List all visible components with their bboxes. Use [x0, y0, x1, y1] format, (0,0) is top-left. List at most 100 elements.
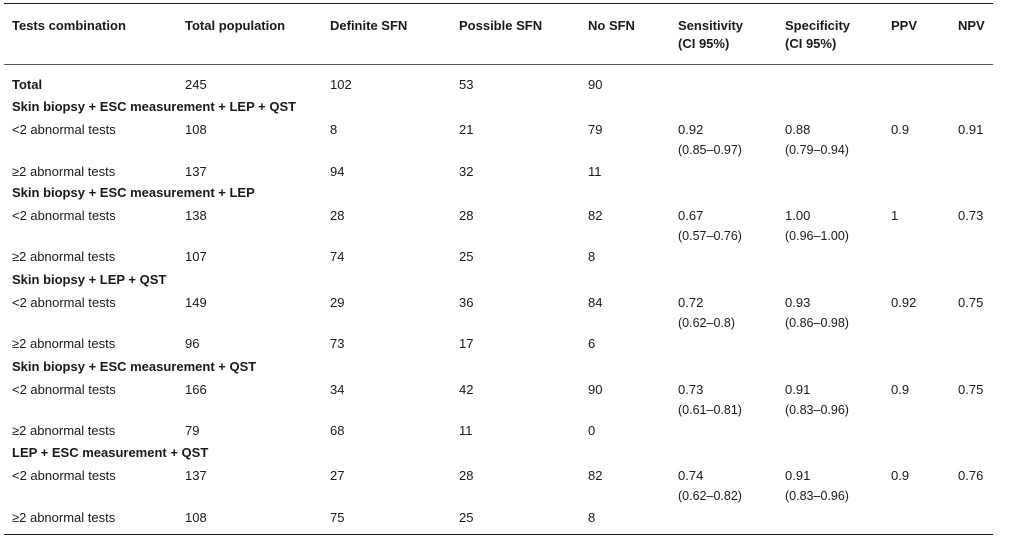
specificity-ci: (0.83–0.96) [785, 489, 849, 503]
cell-no: 79 [588, 122, 603, 137]
group-title: Skin biopsy + ESC measurement + QST [12, 359, 257, 374]
header-no-sfn: No SFN [588, 18, 635, 33]
cell-possible: 28 [459, 208, 474, 223]
cell-specificity: 0.91 (0.83–0.96) [785, 379, 849, 421]
cell-ppv: 0.9 [891, 468, 910, 483]
cell-sensitivity: 0.67 (0.57–0.76) [678, 205, 742, 247]
cell-possible: 25 [459, 249, 474, 264]
row-label-lt2: <2 abnormal tests [12, 382, 116, 397]
cell-possible: 11 [459, 423, 473, 438]
row-label-ge2: ≥2 abnormal tests [12, 336, 116, 351]
header-total-population: Total population [185, 18, 286, 33]
cell-no: 82 [588, 468, 603, 483]
cell-npv: 0.91 [958, 122, 984, 137]
total-label: Total [12, 77, 43, 92]
cell-ppv: 0.9 [891, 122, 910, 137]
group-title: Skin biopsy + ESC measurement + LEP + QS… [12, 99, 297, 114]
cell-npv: 0.75 [958, 382, 984, 397]
header-specificity-label: Specificity [785, 18, 851, 33]
cell-definite: 34 [330, 382, 345, 397]
cell-no: 0 [588, 423, 596, 438]
sensitivity-ci: (0.62–0.82) [678, 489, 742, 503]
total-population-value: 245 [185, 77, 207, 92]
header-ppv: PPV [891, 18, 918, 33]
cell-npv: 0.76 [958, 468, 984, 483]
cell-npv: 0.75 [958, 295, 984, 310]
header-specificity-ci: (CI 95%) [785, 36, 837, 51]
cell-no: 8 [588, 249, 596, 264]
header-divider [4, 64, 993, 65]
header-specificity: Specificity (CI 95%) [785, 17, 850, 53]
specificity-value: 0.88 [785, 122, 811, 137]
cell-no: 6 [588, 336, 596, 351]
cell-no: 11 [588, 164, 602, 179]
cell-definite: 28 [330, 208, 345, 223]
row-label-ge2: ≥2 abnormal tests [12, 164, 116, 179]
header-tests-combination: Tests combination [12, 18, 126, 33]
cell-definite: 73 [330, 336, 345, 351]
sensitivity-value: 0.92 [678, 122, 704, 137]
specificity-ci: (0.79–0.94) [785, 143, 849, 157]
specificity-ci: (0.96–1.00) [785, 229, 849, 243]
total-possible-value: 53 [459, 77, 474, 92]
cell-total: 96 [185, 336, 200, 351]
cell-no: 90 [588, 382, 603, 397]
cell-total: 108 [185, 510, 207, 525]
specificity-ci: (0.83–0.96) [785, 403, 849, 417]
sensitivity-value: 0.73 [678, 382, 704, 397]
cell-possible: 25 [459, 510, 474, 525]
specificity-value: 0.93 [785, 295, 811, 310]
cell-definite: 75 [330, 510, 345, 525]
cell-specificity: 0.91 (0.83–0.96) [785, 465, 849, 507]
header-sensitivity: Sensitivity (CI 95%) [678, 17, 743, 53]
sensitivity-ci: (0.61–0.81) [678, 403, 742, 417]
sensitivity-ci: (0.85–0.97) [678, 143, 742, 157]
cell-sensitivity: 0.74 (0.62–0.82) [678, 465, 742, 507]
cell-no: 8 [588, 510, 596, 525]
specificity-value: 0.91 [785, 382, 811, 397]
cell-total: 137 [185, 468, 207, 483]
cell-ppv: 0.92 [891, 295, 917, 310]
cell-total: 138 [185, 208, 207, 223]
header-sensitivity-label: Sensitivity [678, 18, 744, 33]
cell-possible: 32 [459, 164, 474, 179]
cell-definite: 74 [330, 249, 345, 264]
row-label-ge2: ≥2 abnormal tests [12, 510, 116, 525]
row-label-lt2: <2 abnormal tests [12, 468, 116, 483]
cell-npv: 0.73 [958, 208, 984, 223]
cell-total: 79 [185, 423, 200, 438]
cell-possible: 21 [459, 122, 474, 137]
cell-sensitivity: 0.72 (0.62–0.8) [678, 292, 735, 334]
cell-possible: 42 [459, 382, 474, 397]
sensitivity-value: 0.72 [678, 295, 704, 310]
specificity-value: 0.91 [785, 468, 811, 483]
header-npv: NPV [958, 18, 985, 33]
sensitivity-value: 0.74 [678, 468, 704, 483]
cell-total: 149 [185, 295, 207, 310]
sensitivity-ci: (0.57–0.76) [678, 229, 742, 243]
cell-specificity: 0.88 (0.79–0.94) [785, 119, 849, 161]
header-possible-sfn: Possible SFN [459, 18, 543, 33]
cell-total: 108 [185, 122, 207, 137]
cell-possible: 36 [459, 295, 474, 310]
total-definite-value: 102 [330, 77, 352, 92]
cell-definite: 94 [330, 164, 345, 179]
cell-no: 82 [588, 208, 603, 223]
cell-possible: 28 [459, 468, 474, 483]
cell-no: 84 [588, 295, 603, 310]
group-title: Skin biopsy + ESC measurement + LEP [12, 185, 255, 200]
cell-ppv: 0.9 [891, 382, 910, 397]
row-label-lt2: <2 abnormal tests [12, 208, 116, 223]
header-sensitivity-ci: (CI 95%) [678, 36, 730, 51]
cell-definite: 29 [330, 295, 345, 310]
cell-specificity: 0.93 (0.86–0.98) [785, 292, 849, 334]
sensitivity-ci: (0.62–0.8) [678, 316, 735, 330]
cell-ppv: 1 [891, 208, 899, 223]
row-label-ge2: ≥2 abnormal tests [12, 249, 116, 264]
specificity-value: 1.00 [785, 208, 811, 223]
cell-definite: 8 [330, 122, 338, 137]
cell-total: 107 [185, 249, 207, 264]
sensitivity-value: 0.67 [678, 208, 704, 223]
cell-specificity: 1.00 (0.96–1.00) [785, 205, 849, 247]
cell-definite: 27 [330, 468, 345, 483]
